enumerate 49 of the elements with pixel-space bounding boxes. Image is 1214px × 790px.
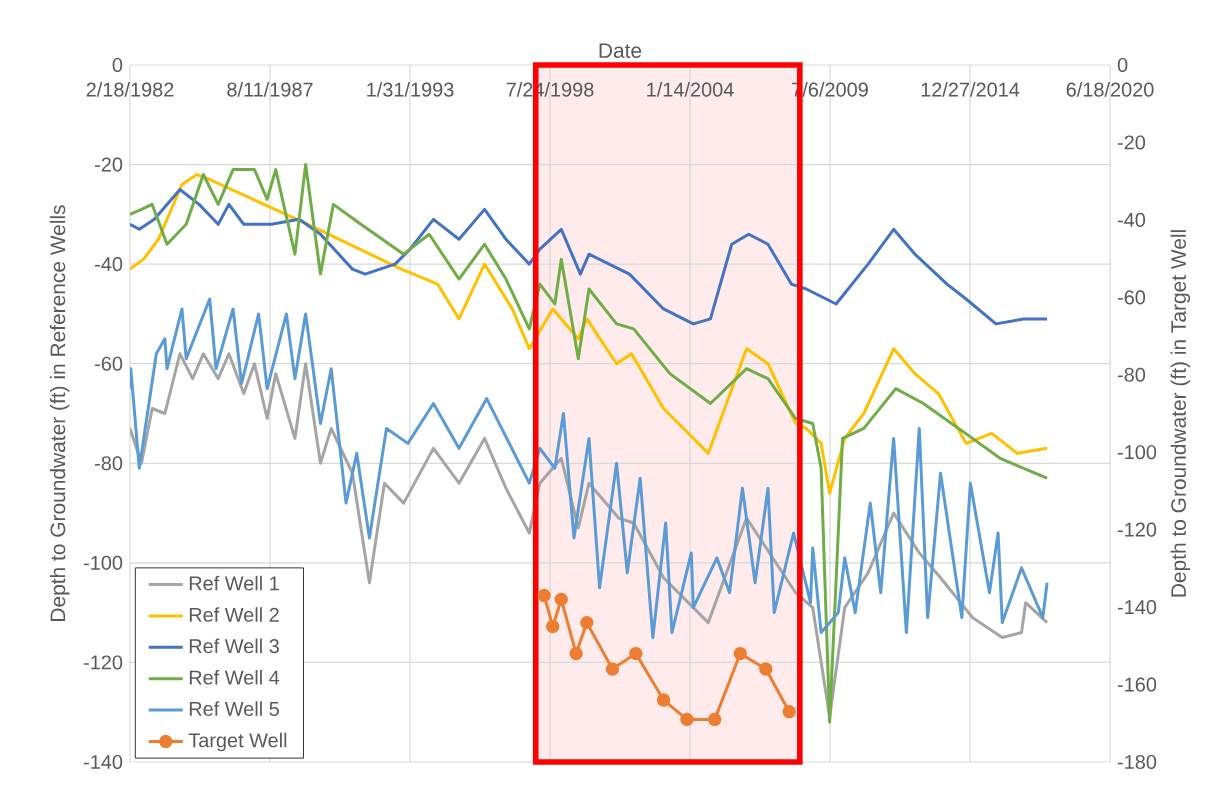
y2-axis-title: Depth to Groundwater (ft) in Target Well — [1170, 230, 1191, 597]
point — [580, 615, 594, 630]
y2-tick-label: -80 — [1117, 367, 1146, 382]
x-tick-label: 8/11/1987 — [227, 82, 313, 97]
y2-tick-label: -20 — [1117, 135, 1146, 150]
x-tick-label: 1/14/2004 — [647, 82, 734, 97]
point — [759, 662, 773, 676]
legend-label: Ref Well 1 — [189, 575, 279, 591]
line-series — [130, 297, 1049, 640]
y2-tick-label: -60 — [1117, 290, 1146, 305]
y-tick-label: -20 — [95, 157, 123, 172]
point — [605, 662, 620, 676]
x-tick-label: 12/27/2014 — [921, 82, 1020, 97]
y2-tick-label: -140 — [1117, 600, 1157, 615]
x-axis-title: Date — [599, 43, 642, 58]
point — [629, 646, 643, 661]
legend-label: Ref Well 2 — [189, 607, 279, 622]
y-tick-label: -40 — [95, 257, 123, 272]
point — [733, 646, 747, 661]
legend-label: Target Well — [188, 732, 287, 752]
y-tick-label: -100 — [83, 555, 123, 570]
point — [546, 619, 560, 634]
y-tick-label: -80 — [95, 456, 123, 471]
x-tick-label: 1/31/1993 — [367, 82, 454, 97]
y2-tick-label: -180 — [1117, 754, 1157, 770]
legend-label: Ref Well 5 — [189, 701, 279, 716]
point — [680, 712, 694, 727]
point — [782, 704, 796, 719]
legend-label: Ref Well 3 — [189, 638, 279, 654]
line-series — [130, 187, 1049, 326]
point — [569, 646, 583, 661]
point — [554, 592, 568, 607]
y2-tick-label: -40 — [1117, 212, 1146, 227]
y-tick-label: 0 — [112, 57, 123, 73]
point — [708, 712, 722, 727]
point — [537, 588, 551, 603]
y-tick-label: -140 — [83, 754, 123, 770]
x-tick-label: 6/18/2020 — [1066, 82, 1154, 97]
y2-tick-label: -160 — [1117, 677, 1157, 692]
y2-tick-label: -100 — [1117, 445, 1157, 460]
y-tick-label: -120 — [83, 655, 123, 670]
y-tick-label: -60 — [95, 356, 123, 371]
line-series — [130, 163, 1049, 724]
point — [656, 693, 671, 707]
y2-tick-label: -120 — [1117, 522, 1157, 537]
y2-tick-label: 0 — [1117, 57, 1128, 73]
legend-label: Ref Well 4 — [189, 669, 280, 685]
y-axis-title: Depth to Groundwater (ft) in Reference Wells — [49, 205, 70, 621]
x-tick-label: 2/18/1982 — [86, 82, 174, 97]
